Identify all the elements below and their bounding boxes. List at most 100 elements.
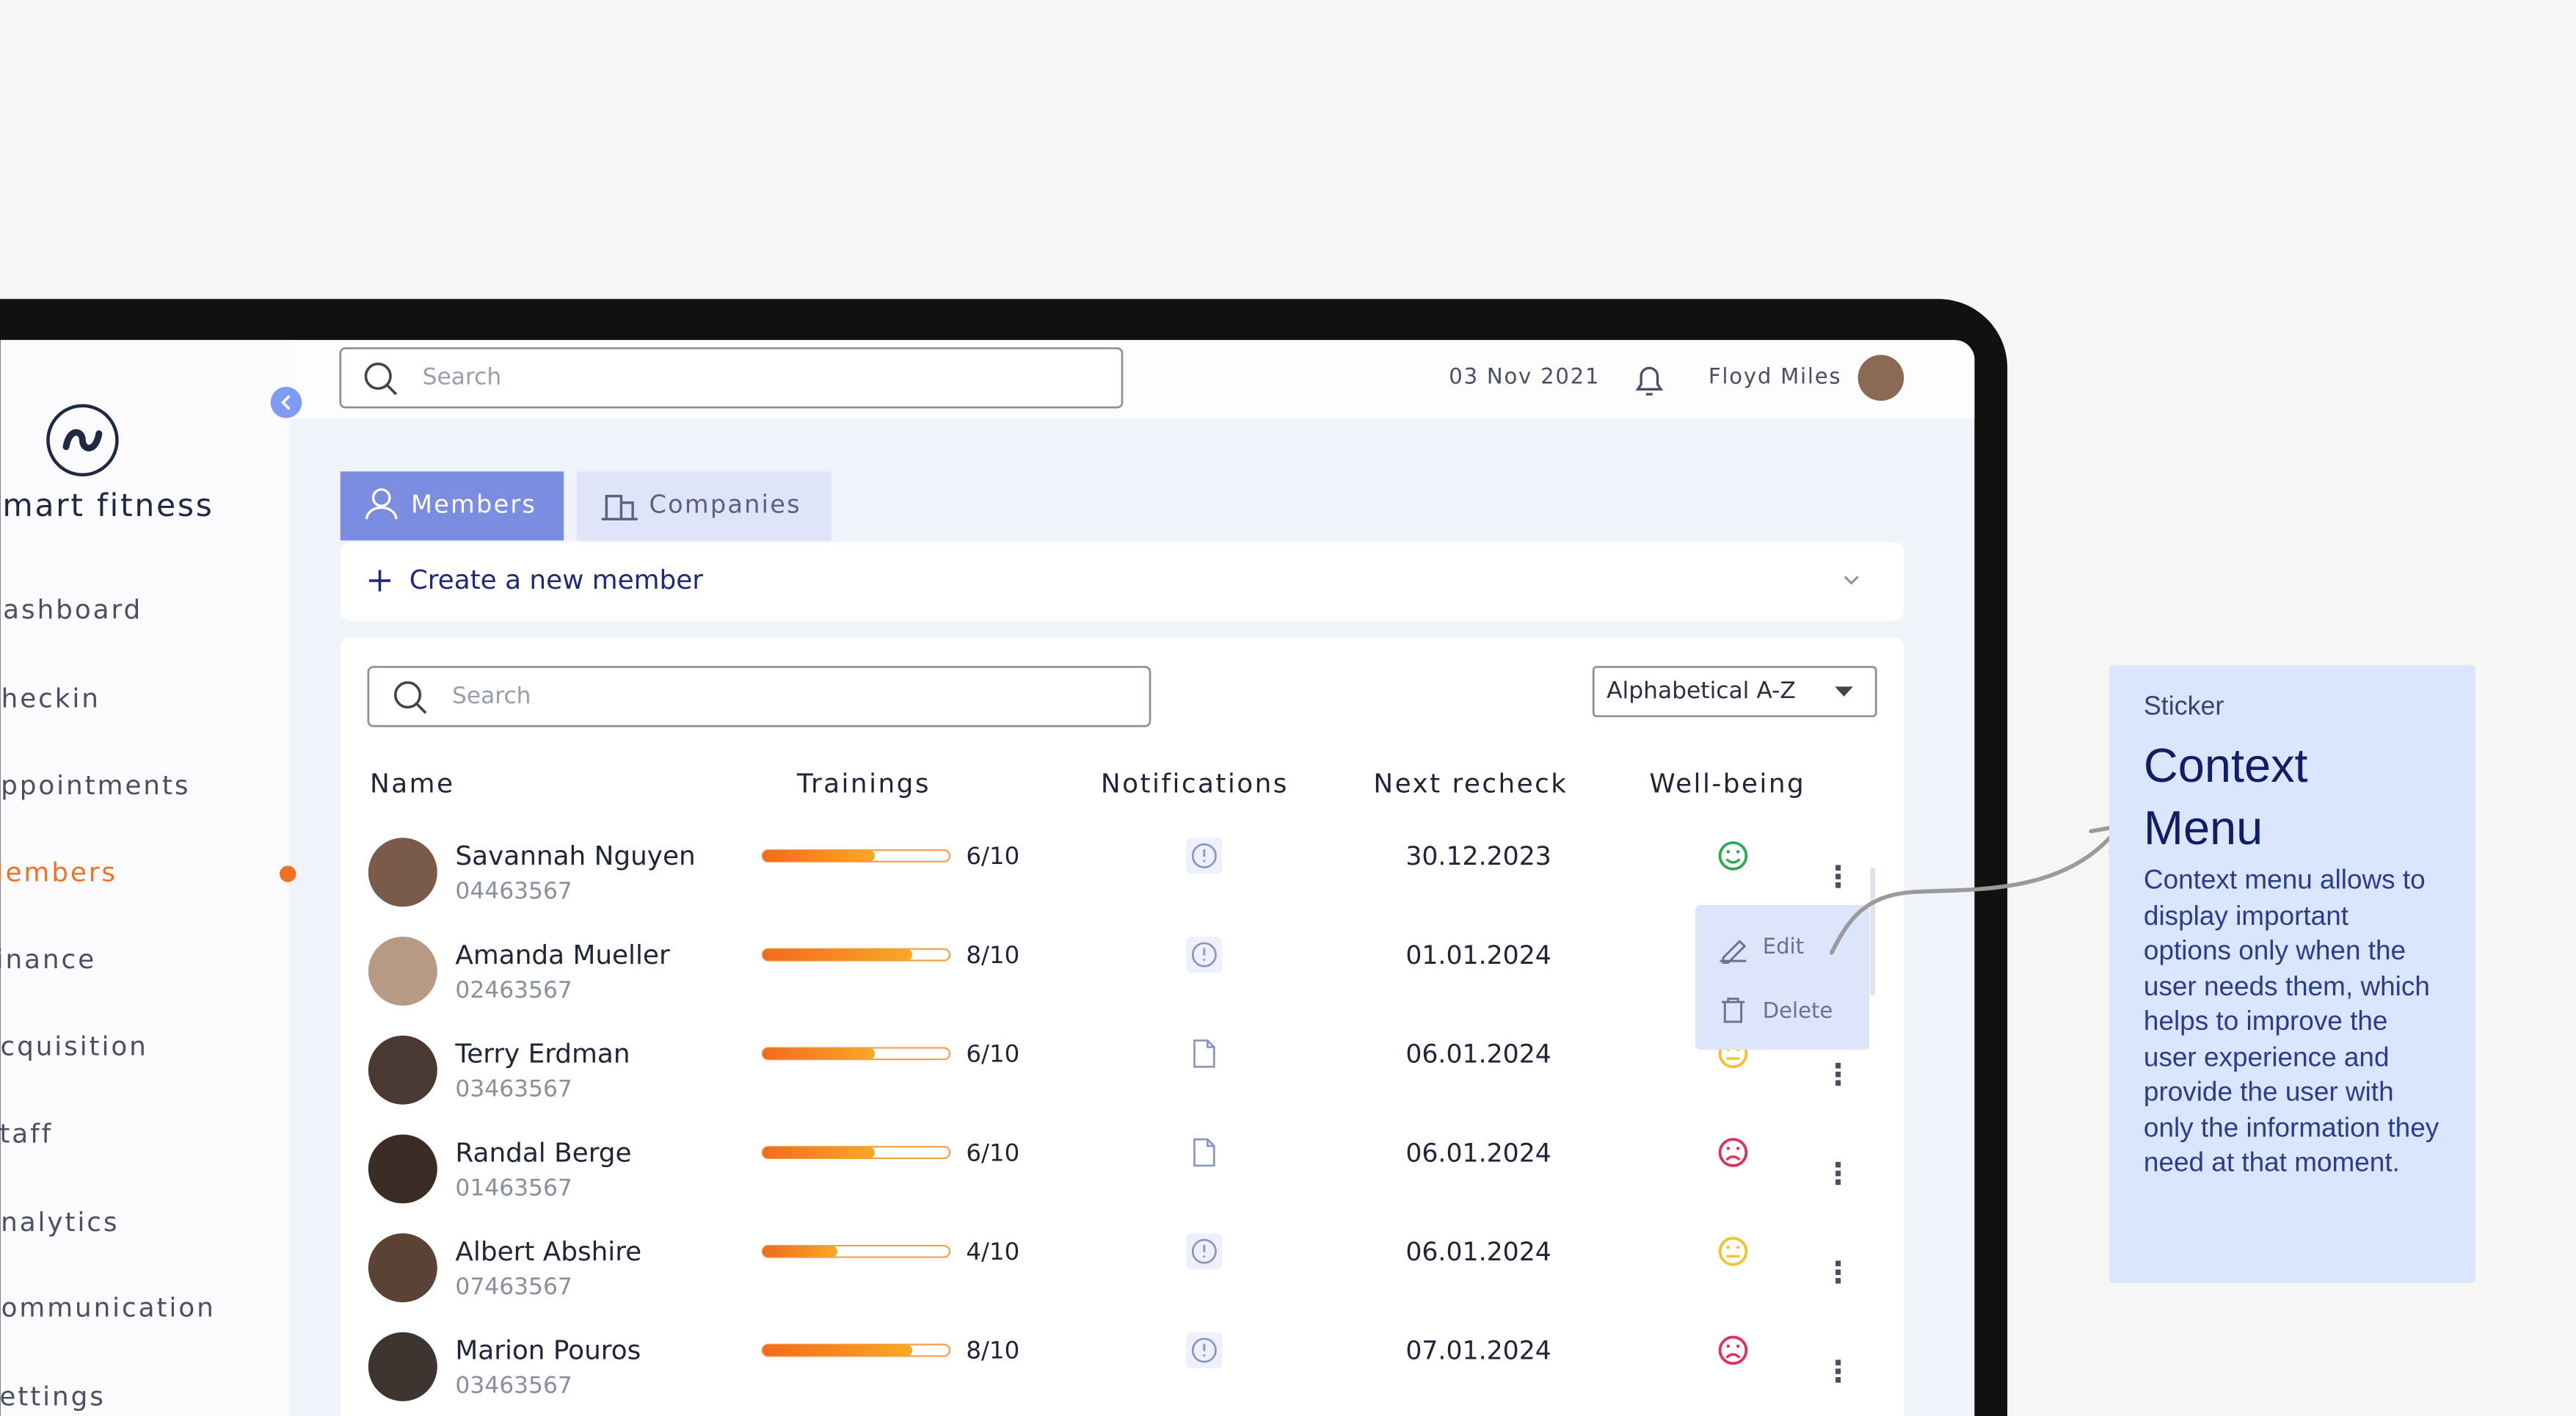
recheck-date: 01.01.2024: [1405, 941, 1551, 970]
wellbeing-icon: [1718, 1236, 1748, 1266]
progress-fill: [762, 850, 875, 862]
sort-select[interactable]: [1592, 666, 1877, 718]
nav-item[interactable]: Staff: [0, 1119, 53, 1149]
member-name[interactable]: Randal Berge: [455, 1138, 631, 1168]
wellbeing-icon: [1736, 1245, 1740, 1249]
nav-item[interactable]: Analytics: [0, 1208, 119, 1238]
companies-icon: [601, 495, 638, 520]
member-id: 04463567: [455, 878, 572, 904]
member-id: 03463567: [455, 1076, 572, 1103]
wellbeing-icon: [1736, 1147, 1740, 1150]
logo: [46, 404, 119, 476]
trainings: 6/10: [966, 842, 1019, 870]
bell-icon[interactable]: [1635, 366, 1664, 396]
member-id: 03463567: [455, 1373, 572, 1399]
trainings: 8/10: [966, 941, 1019, 969]
kebab-menu[interactable]: ⋮: [1824, 1059, 1853, 1092]
scrollbar: [1870, 867, 1876, 996]
notification-icon: [1191, 1337, 1217, 1363]
progress-fill: [762, 1048, 875, 1060]
sticker-title: Context Menu: [2143, 741, 2308, 856]
recheck-date: 06.01.2024: [1405, 1040, 1551, 1070]
dropdown-arrow: [1835, 686, 1853, 697]
plus-icon: [368, 570, 391, 592]
tab-label: Companies: [649, 490, 801, 519]
create-button: Create a new member: [410, 565, 704, 595]
avatar: [368, 1035, 437, 1105]
tab[interactable]: [577, 471, 832, 541]
recheck-date: 06.01.2024: [1405, 1238, 1551, 1267]
wellbeing-icon: [1726, 1344, 1730, 1348]
member-name[interactable]: Terry Erdman: [454, 1039, 630, 1070]
collapse-button[interactable]: [270, 387, 302, 418]
trainings: 6/10: [966, 1139, 1019, 1166]
nav-item[interactable]: Finance: [0, 945, 96, 975]
wellbeing-icon: [1736, 850, 1740, 854]
search-icon: [386, 384, 398, 396]
context-menu: [1695, 905, 1870, 1050]
avatar: [368, 1134, 437, 1204]
search-icon: [364, 362, 392, 391]
member-name[interactable]: Amanda Mueller: [455, 940, 670, 970]
user-name: Floyd Miles: [1709, 364, 1841, 389]
avatar: [368, 1332, 437, 1401]
wellbeing-icon: [1718, 841, 1748, 871]
create-card[interactable]: [340, 542, 1904, 621]
search-icon: [415, 702, 427, 714]
nav-item[interactable]: Acquisition: [0, 1032, 148, 1062]
kebab-menu[interactable]: ⋮: [1824, 1256, 1853, 1290]
wellbeing-icon: [1726, 1245, 1730, 1249]
member-name[interactable]: Albert Abshire: [455, 1237, 641, 1267]
sticker-body: Context menu allows to display important…: [2143, 865, 2439, 1178]
nav-item[interactable]: Communication: [0, 1293, 216, 1324]
progress-fill: [762, 1344, 912, 1357]
active-dot: [279, 865, 296, 882]
sort-label: Alphabetical A-Z: [1607, 678, 1796, 704]
wellbeing-icon: [1725, 1155, 1741, 1161]
user-avatar[interactable]: [1858, 355, 1904, 402]
member-id: 02463567: [455, 977, 572, 1003]
nav-item[interactable]: Dashboard: [0, 595, 142, 625]
column-header: Next recheck: [1373, 769, 1568, 799]
header-search[interactable]: [339, 347, 1124, 409]
member-name[interactable]: Marion Pouros: [455, 1336, 641, 1366]
nav-item[interactable]: Settings: [0, 1381, 106, 1412]
kebab-menu[interactable]: ⋮: [1824, 860, 1853, 894]
progress-fill: [762, 948, 912, 961]
member-id: 07463567: [455, 1274, 572, 1300]
collapse-icon: [280, 395, 291, 410]
kebab-menu[interactable]: ⋮: [1824, 1157, 1853, 1191]
date: 03 Nov 2021: [1449, 364, 1600, 389]
nav-item[interactable]: Appointments: [0, 771, 190, 801]
wellbeing-icon: [1726, 1147, 1730, 1150]
table-card: [340, 637, 1904, 1416]
members-icon: [371, 488, 391, 507]
avatar: [368, 937, 437, 1006]
active-notch: [255, 813, 290, 935]
sidebar: [0, 340, 290, 1416]
nav-item[interactable]: Members: [0, 858, 117, 888]
recheck-date: 30.12.2023: [1405, 842, 1551, 871]
avatar: [368, 838, 437, 907]
sticker-text: Sticker Context Menu Context menu allows…: [2144, 693, 2456, 1182]
notification-icon: [1191, 843, 1217, 868]
delete-icon: [1721, 998, 1745, 1023]
tab-label: Members: [411, 490, 536, 519]
trainings: 6/10: [966, 1040, 1019, 1068]
column-header: Notifications: [1101, 769, 1289, 799]
wellbeing-icon: [1718, 1138, 1748, 1167]
search-icon: [393, 681, 422, 709]
table: Name Trainings Notifications Next recheck We…: [368, 769, 1853, 1401]
chevron: [1844, 576, 1859, 585]
menu-item[interactable]: Edit: [1763, 934, 1804, 959]
kebab-menu[interactable]: ⋮: [1824, 1355, 1853, 1389]
menu-item[interactable]: Delete: [1763, 998, 1833, 1023]
notification-icon: [1193, 1039, 1215, 1068]
nav-item[interactable]: Checkin: [0, 683, 101, 714]
wellbeing-icon: [1726, 850, 1730, 854]
member-name[interactable]: Savannah Nguyen: [455, 841, 695, 871]
wellbeing-icon: [1736, 1344, 1740, 1348]
table-search[interactable]: [367, 666, 1151, 727]
